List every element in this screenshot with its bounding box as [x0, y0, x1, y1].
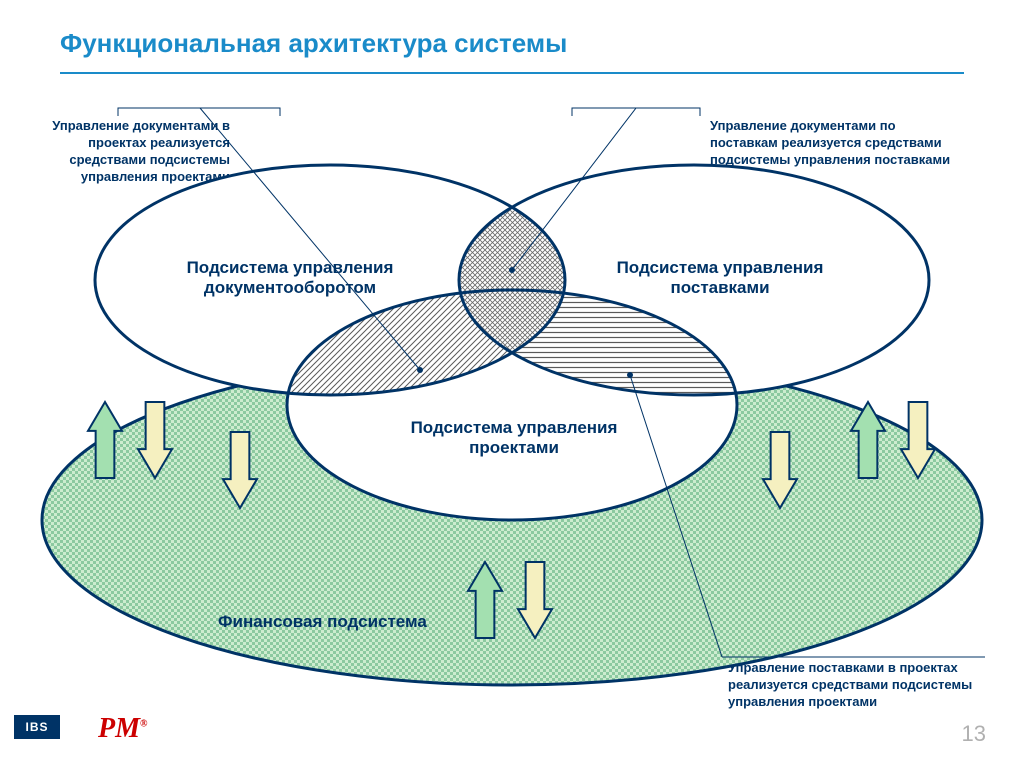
logo-pm-text: PM	[98, 713, 140, 744]
slide-root: Функциональная архитектура системы Управ…	[0, 0, 1024, 767]
finance-ellipse-label: Финансовая подсистема	[218, 612, 427, 632]
projects-ellipse-label: Подсистема управления проектами	[384, 418, 644, 458]
page-number: 13	[962, 721, 986, 747]
logo-ibs: IBS	[14, 715, 60, 739]
logo-pm: PM®	[98, 713, 147, 745]
logo-pm-reg: ®	[140, 719, 147, 730]
venn-diagram	[0, 0, 1024, 767]
doc-ellipse-label: Подсистема управления документооборотом	[160, 258, 420, 298]
supply-ellipse-label: Подсистема управления поставками	[590, 258, 850, 298]
